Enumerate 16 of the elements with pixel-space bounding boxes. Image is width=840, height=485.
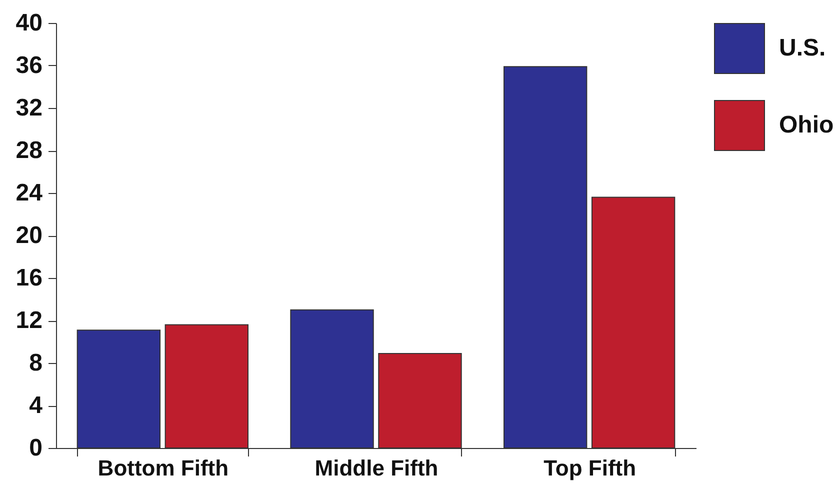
- legend-label: Ohio: [779, 112, 834, 138]
- y-tick-label: 4: [29, 392, 44, 419]
- y-tick-label: 0: [29, 434, 42, 462]
- y-tick-label: 28: [16, 137, 42, 164]
- legend-label: U.S.: [779, 34, 826, 62]
- y-tick-label: 32: [16, 94, 42, 122]
- y-tick-label: 24: [16, 180, 44, 206]
- x-tick-label: Bottom Fifth: [98, 456, 229, 480]
- y-tick-label: 20: [16, 222, 42, 249]
- x-tick-label: Middle Fifth: [314, 456, 438, 480]
- y-tick-label: 40: [16, 10, 42, 36]
- y-tick-label: 36: [16, 52, 42, 79]
- x-tick-label: Top Fifth: [544, 456, 636, 480]
- y-tick-label: 12: [16, 307, 42, 334]
- y-tick-label: 16: [16, 264, 42, 292]
- y-tick-label: 8: [29, 350, 42, 376]
